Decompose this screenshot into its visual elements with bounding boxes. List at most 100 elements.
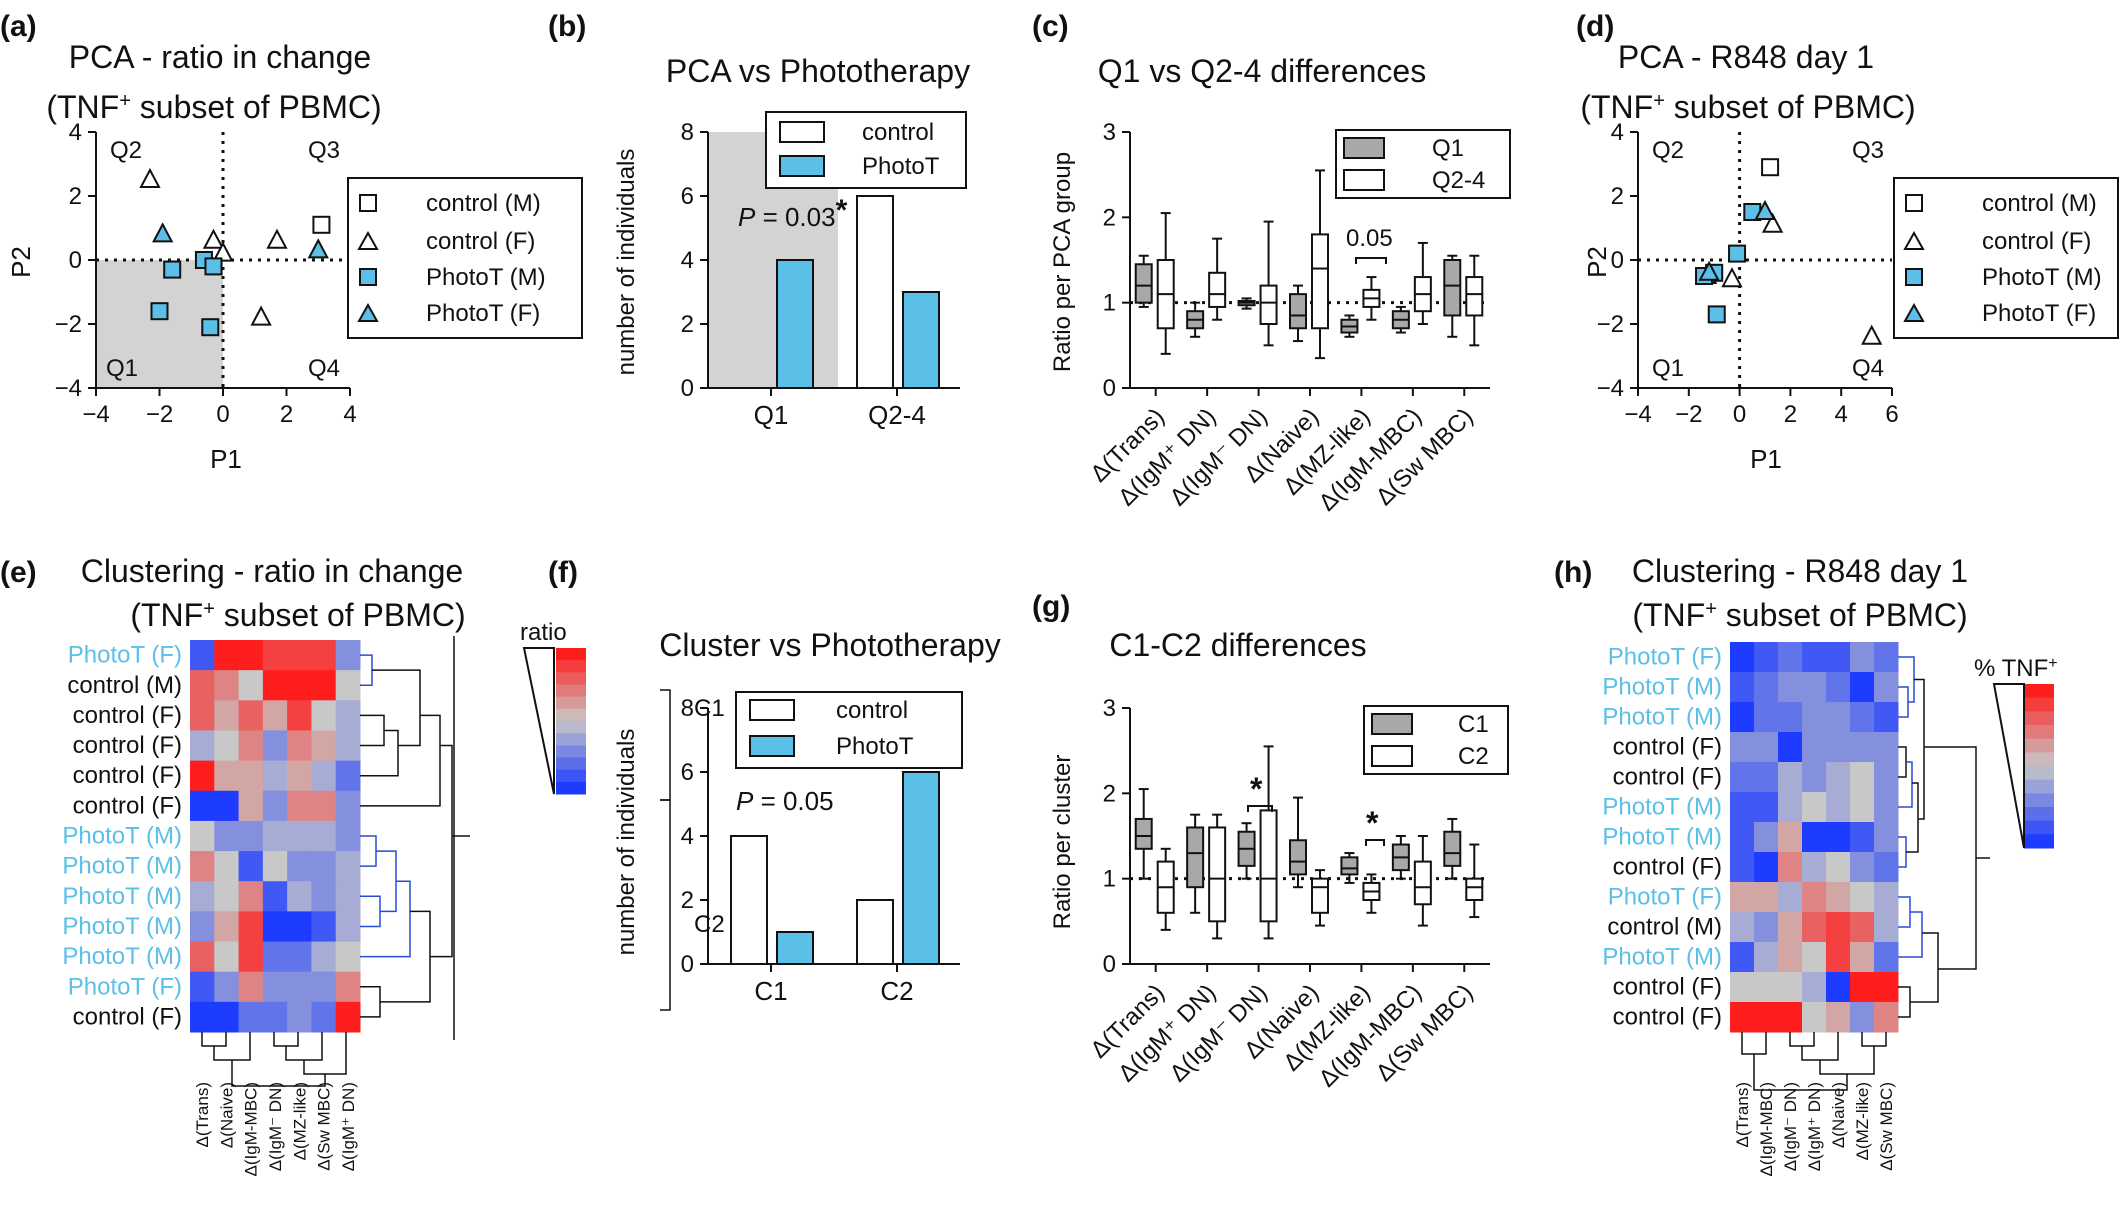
row-label: PhotoT (F) bbox=[1608, 644, 1722, 671]
heatmap-cell bbox=[1778, 882, 1803, 913]
panel-letter-a: (a) bbox=[0, 10, 37, 43]
column-dendrogram bbox=[1861, 1032, 1887, 1047]
row-label: control (F) bbox=[73, 1003, 182, 1030]
y-tick-label: 2 bbox=[681, 311, 694, 338]
data-point-triangle bbox=[1754, 199, 1776, 220]
color-scale-step bbox=[2024, 834, 2054, 849]
row-label: control (F) bbox=[1613, 1004, 1722, 1031]
heatmap-cell bbox=[1850, 792, 1875, 823]
panel-letter-e: (e) bbox=[0, 556, 37, 589]
heatmap-cell bbox=[1730, 672, 1755, 703]
x-tick-label: 2 bbox=[1784, 401, 1797, 428]
x-tick-label: −2 bbox=[1675, 401, 1702, 428]
legend-square-filled bbox=[359, 268, 377, 286]
legend-swatch-photot bbox=[779, 155, 825, 177]
row-label: control (M) bbox=[1607, 914, 1722, 941]
row-label: control (F) bbox=[73, 792, 182, 819]
heatmap-cell bbox=[1754, 852, 1779, 883]
box-c1 bbox=[1289, 839, 1307, 876]
heatmap-cell bbox=[1874, 762, 1899, 793]
y-tick-label: 0 bbox=[1103, 951, 1116, 978]
color-scale-step bbox=[556, 648, 586, 661]
bar-photot bbox=[776, 259, 814, 389]
heatmap-cell bbox=[1826, 792, 1851, 823]
heatmap-cell bbox=[1874, 942, 1899, 973]
panel-d-ylabel: P2 bbox=[1582, 246, 1612, 278]
heatmap-cell bbox=[190, 700, 215, 731]
x-tick-label: 2 bbox=[280, 401, 293, 428]
y-tick-label: 4 bbox=[69, 119, 82, 146]
heatmap-cell bbox=[1778, 702, 1803, 733]
column-label: Δ(IgM⁺ DN) bbox=[339, 1082, 358, 1171]
heatmap-cell bbox=[311, 700, 337, 731]
heatmap-cell bbox=[262, 1001, 288, 1033]
heatmap-cell bbox=[190, 851, 215, 882]
heatmap-cell bbox=[335, 851, 361, 882]
y-tick-label: 0 bbox=[1611, 247, 1624, 274]
color-scale-step bbox=[2024, 752, 2054, 767]
row-dendrogram bbox=[360, 714, 385, 747]
data-point-triangle bbox=[307, 238, 329, 259]
heatmap-cell bbox=[214, 971, 240, 1003]
x-tick-label: −4 bbox=[1624, 401, 1651, 428]
column-label: Δ(Sw MBC) bbox=[1877, 1082, 1896, 1171]
heatmap-cell bbox=[1826, 762, 1851, 793]
legend-label: control (M) bbox=[1982, 190, 2097, 217]
box-q2-4 bbox=[1311, 233, 1329, 330]
bar-photot bbox=[902, 291, 940, 389]
color-scale-step bbox=[556, 708, 586, 722]
heatmap-cell bbox=[238, 730, 264, 762]
y-tick-label: 8 bbox=[681, 119, 694, 146]
bar-control bbox=[730, 835, 768, 965]
panel-e-title: Clustering - ratio in change bbox=[81, 553, 463, 589]
heatmap-cell bbox=[238, 700, 264, 731]
column-label: Δ(Naive) bbox=[1829, 1082, 1848, 1148]
heatmap-cell bbox=[1730, 732, 1755, 763]
panel-d-xlabel: P1 bbox=[1750, 444, 1782, 474]
column-label: Δ(IgM-MBC) bbox=[1757, 1082, 1776, 1176]
box-q1 bbox=[1289, 293, 1307, 330]
heatmap-cell bbox=[311, 760, 337, 792]
row-dendrogram bbox=[430, 744, 453, 958]
row-label: PhotoT (M) bbox=[62, 883, 182, 910]
heatmap-cell bbox=[190, 760, 215, 792]
row-label: PhotoT (M) bbox=[62, 823, 182, 850]
heatmap-cell bbox=[1754, 732, 1779, 763]
heatmap-cell bbox=[287, 941, 312, 973]
panel-b-ylabel: number of individuals bbox=[613, 149, 640, 376]
x-tick-label: 6 bbox=[1885, 401, 1898, 428]
quadrant-label-q2: Q2 bbox=[1652, 137, 1684, 164]
row-dendrogram bbox=[1898, 746, 1907, 778]
cluster-label-c1: C1 bbox=[694, 695, 725, 722]
panel-a: (a) PCA - ratio in change (TNF+ subset o… bbox=[0, 10, 583, 474]
heatmap-cell bbox=[1802, 852, 1827, 883]
heatmap-cell bbox=[1778, 792, 1803, 823]
heatmap-cell bbox=[190, 1001, 215, 1033]
p-value: P = 0.03* bbox=[738, 194, 848, 232]
heatmap-cell bbox=[1802, 672, 1827, 703]
heatmap-cell bbox=[214, 851, 240, 882]
color-scale-step bbox=[556, 781, 586, 795]
heatmap-cell bbox=[1754, 672, 1779, 703]
heatmap-cell bbox=[262, 790, 288, 822]
heatmap-cell bbox=[287, 700, 312, 731]
legend-label: C1 bbox=[1458, 711, 1489, 738]
y-tick-label: −4 bbox=[1597, 375, 1624, 402]
heatmap-cell bbox=[1826, 702, 1851, 733]
y-tick-label: 3 bbox=[1103, 695, 1116, 722]
data-point-square bbox=[204, 257, 223, 276]
color-scale-step bbox=[2024, 820, 2054, 835]
heatmap-cell bbox=[1778, 762, 1803, 793]
color-scale-step bbox=[556, 660, 586, 673]
color-scale-step bbox=[556, 733, 586, 746]
heatmap-cell bbox=[1874, 972, 1899, 1003]
heatmap-cell bbox=[335, 700, 361, 731]
heatmap-cell bbox=[1874, 672, 1899, 703]
x-tick-label: 4 bbox=[343, 401, 356, 428]
heatmap-cell bbox=[1802, 1002, 1827, 1033]
y-tick-label: 1 bbox=[1103, 290, 1116, 317]
column-dendrogram bbox=[201, 1032, 227, 1047]
y-tick-label: 0 bbox=[69, 247, 82, 274]
heatmap-cell bbox=[287, 730, 312, 762]
legend-swatch-c2 bbox=[1371, 745, 1413, 767]
